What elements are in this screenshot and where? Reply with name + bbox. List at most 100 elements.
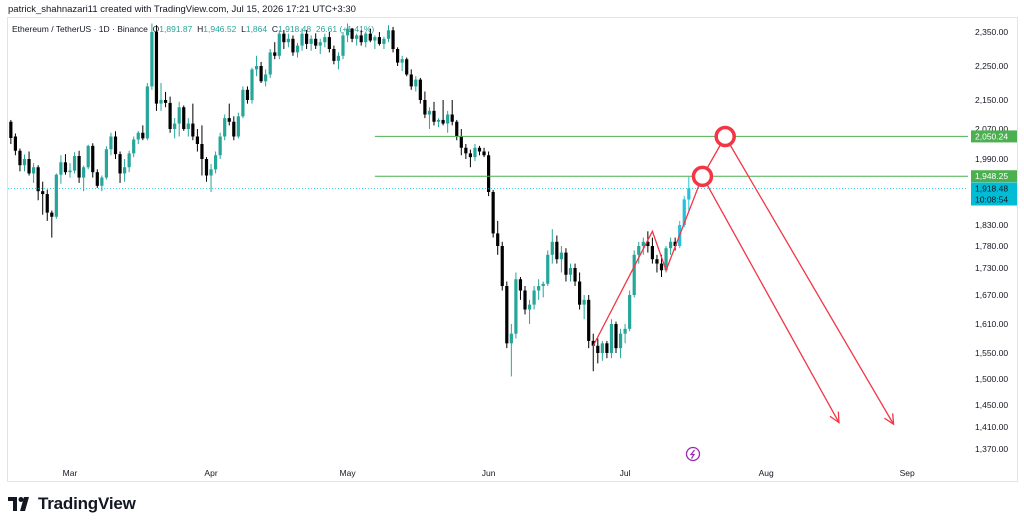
candle-body [127,153,131,168]
candle [18,148,22,172]
candle-body [669,241,673,249]
candle-body [400,59,404,63]
y-tick-label: 1,670.00 [975,290,1008,300]
candle [578,272,582,310]
candle [250,67,254,104]
candle [605,340,609,359]
tradingview-brand[interactable]: TradingView [8,494,136,514]
candle [377,32,381,46]
candle [223,114,227,141]
candle-body [72,156,77,171]
candle [82,165,86,192]
candle-body [200,144,204,159]
candle [427,107,432,129]
candle [618,328,623,359]
candle [145,83,149,141]
candle [559,246,563,273]
candle [191,103,195,141]
candle [414,76,418,92]
candle-body [104,149,108,178]
legend-change: 26.61 (+1.41%) [315,24,375,34]
candle-body [91,145,95,173]
candle [609,319,614,359]
candle-body [368,33,372,41]
candle-body [418,79,422,100]
candle-body [145,86,149,139]
candle-body [54,174,58,217]
candle [664,246,668,273]
marked-point-circle [714,125,736,148]
candle-body [396,49,400,63]
candle [268,49,272,78]
candle-body [359,35,363,43]
candle [587,295,591,349]
candle [446,110,450,133]
candle [27,151,31,176]
candle [405,57,409,77]
candle [282,29,286,49]
candle-body [177,107,181,124]
bar-countdown-label: 10:08:54 [975,195,1008,205]
candle [568,263,573,282]
candle [36,165,40,201]
candle [186,118,190,137]
y-tick-label: 1,830.00 [975,220,1008,230]
candle [669,237,673,255]
candle [650,237,654,264]
candle [264,69,268,87]
candle [423,91,427,119]
candle-body [236,116,240,137]
candle-body [209,169,213,176]
candle [291,35,295,56]
candle [86,144,90,170]
candle [204,157,209,182]
candle-body [150,32,154,87]
candle-body [259,66,263,82]
candle [195,129,199,152]
level-price-label: 1,948.25 [975,171,1008,181]
candle [59,155,63,184]
candle-body [573,268,577,282]
y-tick-label: 2,150.00 [975,95,1008,105]
candle-body [527,304,532,310]
candle [637,241,641,264]
level-price-tag [971,130,1017,143]
candle-body [264,74,268,82]
candle [436,118,441,128]
candle [168,96,172,133]
candle [22,154,27,172]
y-tick-label: 1,730.00 [975,263,1008,273]
candle [254,55,259,77]
candle [623,324,627,344]
candle-body [345,28,350,36]
candle [227,103,231,126]
candle-body [305,33,309,44]
candle-body [414,79,418,87]
candle-body [245,89,250,100]
candle [527,299,532,324]
candle-body [295,45,300,53]
candle [32,163,36,183]
legend-low: L1,864 [241,24,268,34]
candle [214,151,218,174]
candle [136,130,140,144]
candle-body [250,69,254,100]
candle-body [436,119,441,122]
y-tick-label: 1,450.00 [975,400,1008,410]
candle [141,125,145,141]
candle-body [41,191,45,195]
candle [13,133,17,156]
x-tick-label: Aug [759,468,774,478]
candle [400,55,404,72]
candle [459,129,463,156]
candle-body [432,110,436,122]
candle-body [591,340,595,346]
candle-body [509,333,513,344]
candle [286,33,290,48]
current-price-label: 1,918.48 [975,184,1008,194]
candle-body [141,132,145,139]
candle [345,23,350,43]
candle [487,151,491,197]
candle-body [664,248,668,271]
